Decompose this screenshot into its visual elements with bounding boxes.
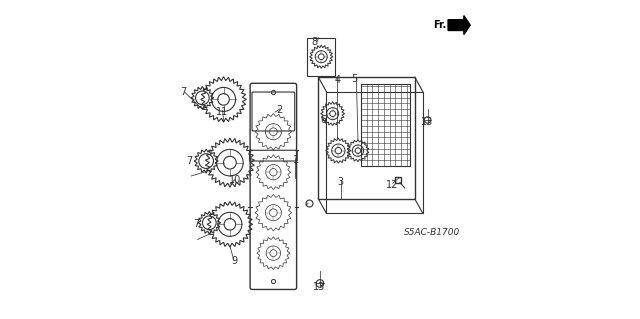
Text: 13: 13 (420, 116, 433, 127)
Text: 7: 7 (180, 86, 186, 97)
Text: 7: 7 (193, 219, 199, 229)
Text: 7: 7 (187, 156, 193, 166)
Text: 13: 13 (313, 282, 326, 292)
Bar (361, 84, 410, 166)
Text: 10: 10 (230, 175, 242, 185)
Bar (307, 38, 335, 76)
Polygon shape (448, 16, 470, 34)
Text: 3: 3 (337, 177, 344, 187)
Text: S5AC-B1700: S5AC-B1700 (404, 228, 460, 237)
Text: 2: 2 (276, 106, 282, 115)
Text: 1: 1 (293, 154, 300, 165)
Bar (361, 84, 410, 166)
Text: 5: 5 (351, 74, 358, 84)
Text: 6: 6 (320, 115, 326, 125)
Text: 4: 4 (334, 76, 340, 85)
Text: 8: 8 (311, 38, 317, 48)
Text: 11: 11 (216, 107, 228, 117)
Text: 12: 12 (386, 180, 398, 190)
Text: 9: 9 (232, 256, 237, 266)
Text: Fr.: Fr. (433, 20, 447, 30)
